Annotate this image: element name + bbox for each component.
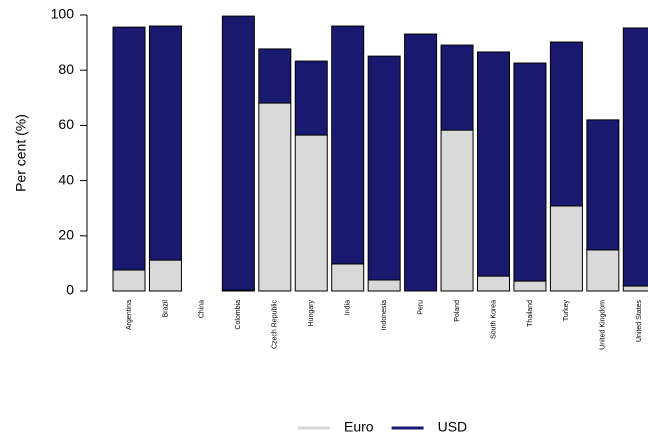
bar-segment	[549, 205, 583, 292]
bar-segment	[586, 119, 620, 251]
x-tick-label: Thailand	[527, 300, 534, 327]
y-tick-label: 80	[58, 61, 74, 77]
bar-segment	[367, 55, 401, 281]
bar-segment	[549, 41, 583, 207]
bar-segment	[112, 269, 146, 292]
bar-segment	[586, 249, 620, 292]
bar-segment	[258, 48, 292, 104]
bar-segment	[513, 280, 547, 292]
x-tick-label: Poland	[454, 300, 461, 322]
bar-segment	[221, 15, 255, 291]
x-tick-label: India	[345, 300, 352, 315]
bar-segment	[404, 33, 438, 292]
bar-segment	[331, 263, 365, 292]
y-tick-label: 20	[58, 227, 74, 243]
bar-segment	[477, 275, 510, 292]
x-tick-label: Hungary	[308, 300, 315, 327]
x-tick-label: Turkey	[563, 300, 570, 322]
x-tick-label: Colombia	[235, 300, 242, 330]
bar-segment	[622, 27, 648, 287]
bar-segment	[148, 25, 182, 261]
bar-segment	[622, 285, 648, 292]
x-tick-label: United Kingdom	[600, 300, 607, 350]
bar-segment	[294, 60, 328, 136]
x-tick-label: United States	[636, 300, 643, 343]
y-axis-label: Per cent (%)	[13, 114, 29, 192]
y-tick-label: 60	[58, 116, 74, 132]
bar-segment	[440, 129, 474, 292]
x-tick-label: Brazil	[162, 300, 169, 318]
bar-segment	[148, 259, 182, 292]
x-tick-label: China	[199, 300, 206, 318]
x-tick-label: Czech Republic	[272, 300, 279, 350]
x-tick-label: South Korea	[490, 300, 497, 339]
bar-segment	[331, 25, 365, 265]
bar-segment	[258, 102, 292, 292]
bar-segment	[294, 134, 328, 292]
bar-segment	[513, 62, 547, 282]
bar-segment	[112, 26, 146, 271]
legend-label: USD	[438, 419, 468, 435]
bar-segment	[440, 44, 474, 131]
bar-segment	[477, 51, 510, 277]
y-tick-label: 100	[51, 6, 75, 22]
x-tick-label: Peru	[417, 300, 424, 315]
x-tick-label: Indonesia	[381, 300, 388, 330]
y-tick-label: 40	[58, 171, 74, 187]
y-tick-label: 0	[66, 282, 74, 298]
legend-label: Euro	[344, 419, 374, 435]
bar-segment	[367, 279, 401, 292]
x-tick-label: Argentina	[126, 300, 133, 330]
